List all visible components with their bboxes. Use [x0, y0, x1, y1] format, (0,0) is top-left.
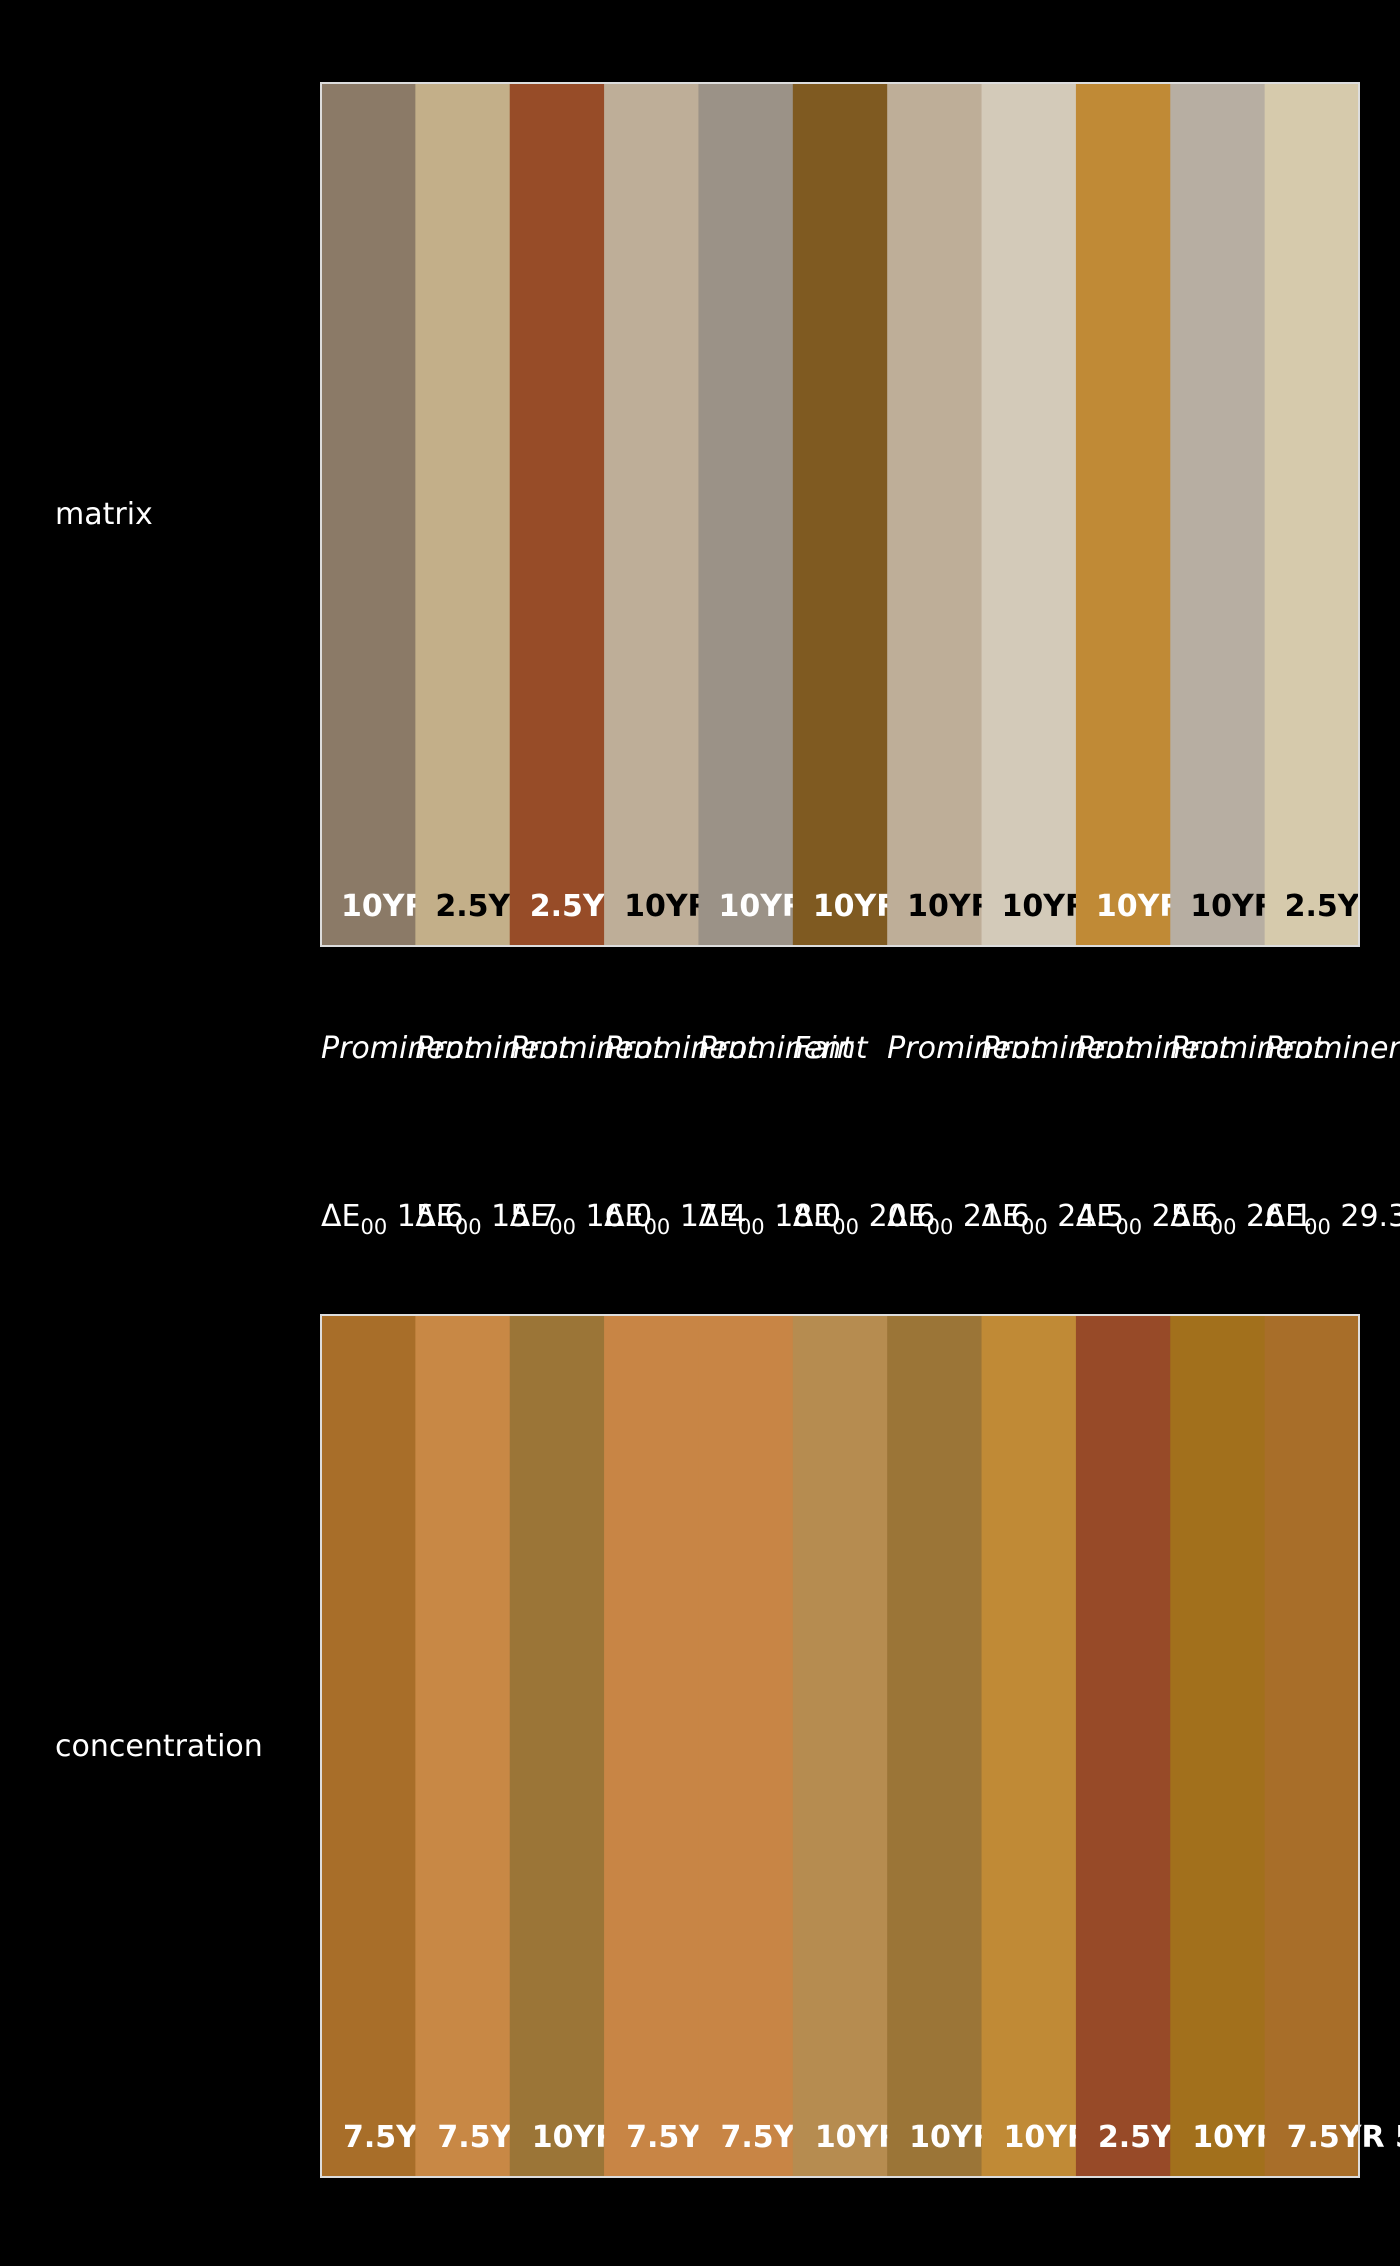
delta-e-label: ΔE00 21.6	[887, 1199, 1030, 1239]
matrix-munsell-label: 2.5Y 8/3	[1285, 889, 1400, 924]
concentration-swatch	[792, 1315, 888, 2177]
concentration-swatch	[321, 1315, 416, 2177]
contrast-class-label: Prominent	[698, 1031, 854, 1066]
delta-e-label: ΔE00 15.6	[321, 1199, 464, 1239]
concentration-swatch	[415, 1315, 511, 2177]
row-label-concentration: concentration	[55, 1729, 263, 1764]
delta-e-label: ΔE00 15.7	[415, 1199, 558, 1239]
contrast-class-label: Prominent	[982, 1031, 1138, 1066]
matrix-swatch	[1075, 83, 1171, 946]
matrix-panel-border	[320, 82, 1360, 947]
concentration-swatch	[1170, 1315, 1266, 2177]
matrix-swatch	[604, 83, 699, 946]
contrast-class-label: Faint	[793, 1031, 869, 1066]
contrast-class-label: Prominent	[510, 1031, 666, 1066]
concentration-swatch	[604, 1315, 699, 2177]
concentration-swatch	[981, 1315, 1077, 2177]
concentration-panel-border	[320, 1314, 1360, 2178]
delta-e-label: ΔE00 24.5	[982, 1199, 1125, 1239]
matrix-swatch	[792, 83, 888, 946]
concentration-swatch-group: 7.5YR 5/87.5YR 6/810YR 5/67.5YR 6/87.5YR…	[321, 1315, 1400, 2177]
matrix-swatch	[509, 83, 605, 946]
delta-e-label: ΔE00 18.0	[698, 1199, 841, 1239]
delta-e-label: ΔE00 25.6	[1076, 1199, 1219, 1239]
matrix-swatch	[415, 83, 511, 946]
matrix-swatch	[887, 83, 983, 946]
delta-e-label: ΔE00 29.3	[1265, 1199, 1400, 1239]
concentration-swatch	[509, 1315, 605, 2177]
matrix-swatch	[1264, 83, 1360, 946]
concentration-swatch	[1075, 1315, 1171, 2177]
delta-e-label: ΔE00 20.6	[793, 1199, 936, 1239]
contrast-class-label: Prominent	[1265, 1031, 1400, 1066]
matrix-swatch	[1170, 83, 1266, 946]
concentration-swatch	[887, 1315, 983, 2177]
delta-e-label: ΔE00 26.1	[1170, 1199, 1313, 1239]
concentration-swatch	[1264, 1315, 1360, 2177]
concentration-swatch	[698, 1315, 794, 2177]
concentration-munsell-label: 7.5YR 5/8	[1287, 2120, 1400, 2155]
contrast-class-label: Prominent	[1170, 1031, 1326, 1066]
contrast-class-label: Prominent	[321, 1031, 477, 1066]
row-label-matrix: matrix	[55, 497, 153, 532]
delta-e-label: ΔE00 17.4	[604, 1199, 747, 1239]
matrix-swatch	[321, 83, 416, 946]
contrast-class-label: Prominent	[887, 1031, 1043, 1066]
delta-e-label: ΔE00 16.0	[510, 1199, 653, 1239]
contrast-class-label: Prominent	[604, 1031, 760, 1066]
contrast-class-label: Prominent	[415, 1031, 571, 1066]
matrix-swatch-group: 10YR 5/22.5Y 7/32.5YR 4/810YR 7/310YR 6/…	[321, 83, 1400, 946]
matrix-swatch	[698, 83, 794, 946]
matrix-swatch	[981, 83, 1077, 946]
contrast-label-group: ProminentProminentProminentProminentProm…	[321, 1031, 1400, 1066]
contrast-class-label: Prominent	[1076, 1031, 1232, 1066]
